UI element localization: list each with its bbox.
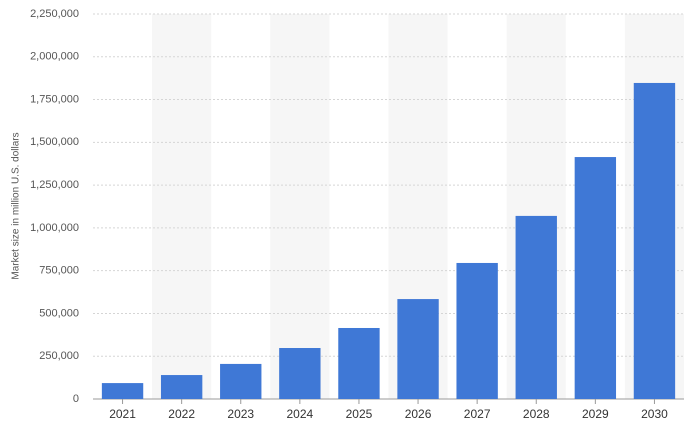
y-tick-label: 250,000 [39,350,79,362]
bar [456,262,498,399]
y-tick-label: 1,500,000 [30,136,79,148]
y-tick-label: 1,750,000 [30,93,79,105]
bar [397,299,439,399]
bar [160,375,203,399]
x-tick-label: 2027 [464,407,491,421]
bar [633,82,676,400]
band-shade [270,14,330,399]
x-tick-label: 2026 [405,407,432,421]
y-tick-label: 2,000,000 [30,51,79,63]
bar [574,157,617,399]
bar [101,383,144,399]
y-tick-label: 500,000 [39,307,79,319]
bar [515,215,557,399]
y-tick-label: 0 [73,393,79,405]
x-tick-label: 2021 [109,407,136,421]
y-axis-label: Market size in million U.S. dollars [11,132,22,279]
x-tick-label: 2024 [286,407,313,421]
band-shade [152,14,212,399]
x-tick-label: 2028 [523,407,550,421]
x-tick-label: 2030 [641,407,668,421]
x-tick-label: 2029 [582,407,609,421]
bar [338,327,380,399]
y-tick-label: 1,000,000 [30,222,79,234]
bar [279,348,321,399]
x-tick-label: 2023 [227,407,254,421]
y-tick-label: 1,250,000 [30,179,79,191]
x-tick-label: 2025 [346,407,373,421]
bar [220,363,262,399]
x-tick-label: 2022 [168,407,195,421]
y-tick-label: 750,000 [39,265,79,277]
y-tick-label: 2,250,000 [30,8,79,20]
